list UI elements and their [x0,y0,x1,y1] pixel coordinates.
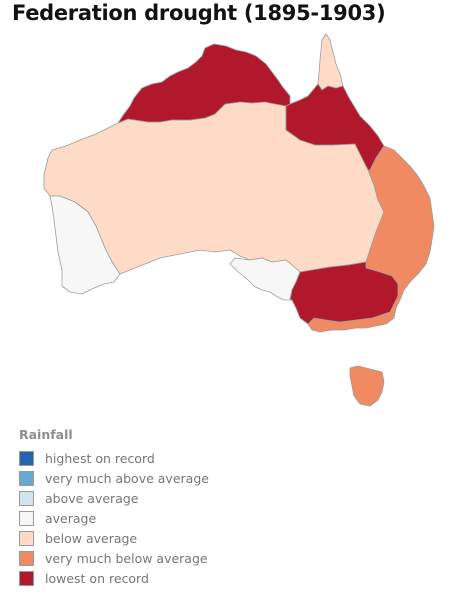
map-title: Federation drought (1895-1903) [12,1,386,25]
legend-item-average: average [19,508,209,528]
legend-item-below: below average [19,528,209,548]
legend-item-highest: highest on record [19,448,209,468]
region-east-coast [307,145,435,333]
legend-label: highest on record [45,450,155,466]
region-cape-york [317,33,344,91]
legend-swatch [19,490,34,506]
legend-label: very much above average [45,470,209,486]
region-kimberley-topend [117,43,291,124]
region-sa-gulfs [229,257,301,301]
legend-swatch [19,530,34,546]
legend-swatch [19,510,34,526]
legend-label: below average [45,530,138,546]
legend-label: above average [45,490,139,506]
legend: Rainfall highest on record very much abo… [19,427,209,588]
legend-swatch [19,550,34,566]
legend-label: very much below average [45,550,208,566]
australia-map [43,33,435,407]
region-wa-southwest [49,195,121,295]
legend-item-very-much-below: very much below average [19,548,209,568]
region-tasmania [349,365,385,407]
legend-title: Rainfall [19,427,73,442]
legend-item-above: above average [19,488,209,508]
legend-label: lowest on record [45,570,149,586]
legend-swatch [19,470,34,486]
legend-swatch [19,570,34,586]
legend-label: average [45,510,97,526]
legend-item-lowest: lowest on record [19,568,209,588]
region-gulf-nq [285,83,385,171]
region-southeast [289,261,399,325]
legend-item-very-much-above: very much above average [19,468,209,488]
legend-swatch [19,450,34,466]
